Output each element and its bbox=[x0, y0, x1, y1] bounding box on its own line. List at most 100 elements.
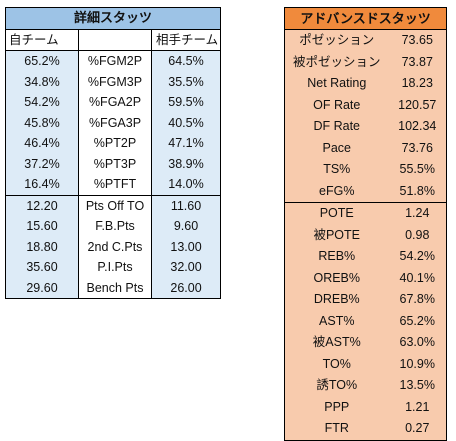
table-row: Pace 73.76 bbox=[284, 137, 448, 159]
table-row: 被AST% 63.0% bbox=[284, 332, 448, 354]
table-row: POTE 1.24 bbox=[284, 202, 448, 225]
stat-name: %PT3P bbox=[78, 153, 152, 174]
stat-label: eFG% bbox=[284, 180, 389, 203]
table-row: 12.20 Pts Off TO 11.60 bbox=[5, 194, 222, 216]
header-stat-name bbox=[78, 29, 152, 51]
opp-value: 64.5% bbox=[150, 50, 222, 72]
stat-value: 63.0% bbox=[388, 332, 448, 354]
stat-name: %FGM2P bbox=[78, 50, 152, 72]
table-row: 37.2% %PT3P 38.9% bbox=[5, 153, 222, 174]
stat-value: 55.5% bbox=[388, 159, 448, 181]
opp-value: 47.1% bbox=[150, 133, 222, 154]
opp-value: 13.00 bbox=[150, 236, 222, 257]
table-row: 65.2% %FGM2P 64.5% bbox=[5, 50, 222, 72]
own-value: 29.60 bbox=[5, 277, 79, 299]
stat-value: 102.34 bbox=[388, 116, 448, 138]
table-row: OF Rate 120.57 bbox=[284, 94, 448, 116]
table-row: 29.60 Bench Pts 26.00 bbox=[5, 277, 222, 299]
stat-value: 1.24 bbox=[388, 202, 448, 225]
stat-name: 2nd C.Pts bbox=[78, 236, 152, 257]
table-row: 18.80 2nd C.Pts 13.00 bbox=[5, 236, 222, 257]
table-row: 15.60 F.B.Pts 9.60 bbox=[5, 216, 222, 237]
table-row: 被POTE 0.98 bbox=[284, 224, 448, 246]
stat-label: FTR bbox=[284, 418, 389, 441]
table-row: 46.4% %PT2P 47.1% bbox=[5, 133, 222, 154]
stat-value: 54.2% bbox=[388, 246, 448, 268]
stat-name: %FGM3P bbox=[78, 71, 152, 92]
advanced-stats-table: アドバンスドスタッツ ポゼッション 73.65 被ポゼッション 73.87 Ne… bbox=[283, 7, 448, 441]
table-row: FTR 0.27 bbox=[284, 418, 448, 441]
stat-label: Pace bbox=[284, 137, 389, 159]
table-row: TS% 55.5% bbox=[284, 159, 448, 181]
opp-value: 26.00 bbox=[150, 277, 222, 299]
stat-name: %FGA2P bbox=[78, 92, 152, 113]
own-value: 54.2% bbox=[5, 92, 79, 113]
stat-name: F.B.Pts bbox=[78, 216, 152, 237]
stat-value: 73.87 bbox=[388, 51, 448, 73]
stat-label: Net Rating bbox=[284, 73, 389, 95]
stat-name: %FGA3P bbox=[78, 112, 152, 133]
own-value: 12.20 bbox=[5, 194, 79, 216]
stat-label: OREB% bbox=[284, 267, 389, 289]
opp-value: 38.9% bbox=[150, 153, 222, 174]
stat-label: PPP bbox=[284, 396, 389, 418]
stat-label: 被POTE bbox=[284, 224, 389, 246]
own-value: 46.4% bbox=[5, 133, 79, 154]
stat-name: Bench Pts bbox=[78, 277, 152, 299]
stat-label: TS% bbox=[284, 159, 389, 181]
stat-value: 1.21 bbox=[388, 396, 448, 418]
table-row: 被ポゼッション 73.87 bbox=[284, 51, 448, 73]
own-value: 34.8% bbox=[5, 71, 79, 92]
stat-label: REB% bbox=[284, 246, 389, 268]
table-row: DREB% 67.8% bbox=[284, 289, 448, 311]
stat-value: 120.57 bbox=[388, 94, 448, 116]
own-value: 15.60 bbox=[5, 216, 79, 237]
stat-label: POTE bbox=[284, 202, 389, 225]
stat-value: 0.27 bbox=[388, 418, 448, 441]
opp-value: 32.00 bbox=[150, 257, 222, 278]
stat-value: 65.2% bbox=[388, 310, 448, 332]
opp-value: 14.0% bbox=[150, 174, 222, 195]
table-row: eFG% 51.8% bbox=[284, 180, 448, 203]
opp-value: 11.60 bbox=[150, 194, 222, 216]
stat-value: 73.65 bbox=[388, 29, 448, 52]
stat-label: ポゼッション bbox=[284, 29, 389, 52]
stat-label: DF Rate bbox=[284, 116, 389, 138]
table-row: ポゼッション 73.65 bbox=[284, 29, 448, 52]
stat-value: 67.8% bbox=[388, 289, 448, 311]
table-row: 45.8% %FGA3P 40.5% bbox=[5, 112, 222, 133]
table-row: 54.2% %FGA2P 59.5% bbox=[5, 92, 222, 113]
table-row: AST% 65.2% bbox=[284, 310, 448, 332]
advanced-stats-title: アドバンスドスタッツ bbox=[283, 7, 448, 30]
table-row: 誘TO% 13.5% bbox=[284, 375, 448, 397]
stat-value: 0.98 bbox=[388, 224, 448, 246]
stat-label: 被AST% bbox=[284, 332, 389, 354]
own-value: 35.60 bbox=[5, 257, 79, 278]
own-value: 37.2% bbox=[5, 153, 79, 174]
own-value: 18.80 bbox=[5, 236, 79, 257]
opp-value: 59.5% bbox=[150, 92, 222, 113]
stat-label: 被ポゼッション bbox=[284, 51, 389, 73]
header-opponent-team: 相手チーム bbox=[150, 29, 222, 51]
stat-label: 誘TO% bbox=[284, 375, 389, 397]
stat-value: 73.76 bbox=[388, 137, 448, 159]
stat-value: 18.23 bbox=[388, 73, 448, 95]
detail-stats-table: 詳細スタッツ 自チーム 相手チーム 65.2% %FGM2P 64.5% 34.… bbox=[4, 7, 222, 299]
stat-label: AST% bbox=[284, 310, 389, 332]
table-row: 35.60 P.I.Pts 32.00 bbox=[5, 257, 222, 278]
table-row: DF Rate 102.34 bbox=[284, 116, 448, 138]
header-own-team: 自チーム bbox=[5, 29, 79, 51]
detail-stats-title: 詳細スタッツ bbox=[4, 7, 222, 30]
stat-value: 51.8% bbox=[388, 180, 448, 203]
stat-name: P.I.Pts bbox=[78, 257, 152, 278]
stat-label: OF Rate bbox=[284, 94, 389, 116]
stat-label: TO% bbox=[284, 353, 389, 375]
own-value: 16.4% bbox=[5, 174, 79, 195]
opp-value: 40.5% bbox=[150, 112, 222, 133]
table-row: 16.4% %PTFT 14.0% bbox=[5, 174, 222, 195]
own-value: 65.2% bbox=[5, 50, 79, 72]
stat-name: Pts Off TO bbox=[78, 194, 152, 216]
table-row: REB% 54.2% bbox=[284, 246, 448, 268]
table-row: Net Rating 18.23 bbox=[284, 73, 448, 95]
stat-value: 13.5% bbox=[388, 375, 448, 397]
